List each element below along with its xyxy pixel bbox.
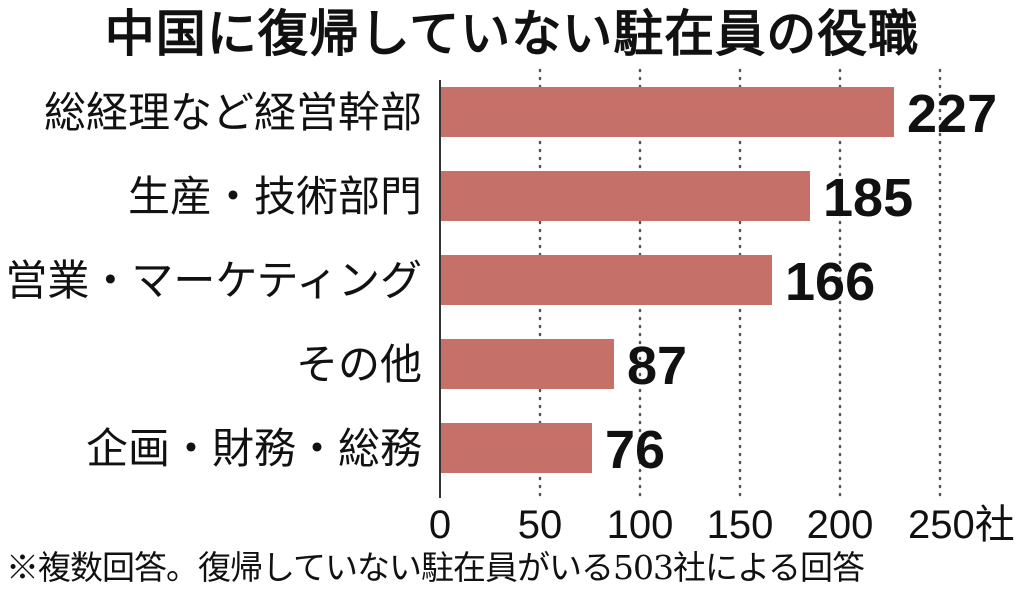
category-label-1: 生産・技術部門 — [128, 172, 422, 221]
category-label-3: その他 — [296, 340, 422, 389]
value-label-2: 166 — [785, 252, 875, 312]
bar-4 — [441, 423, 592, 473]
value-label-0: 227 — [907, 84, 997, 144]
value-label-4: 76 — [605, 420, 665, 480]
bar-1 — [441, 171, 810, 221]
x-tick-label-50: 50 — [518, 503, 563, 547]
footnote: ※複数回答。復帰していない駐在員がいる503社による回答 — [6, 548, 865, 587]
grid-lines — [439, 68, 942, 500]
bar-3 — [441, 339, 614, 389]
value-label-1: 185 — [823, 168, 913, 228]
bar-0 — [441, 87, 894, 137]
x-tick-label-150: 150 — [707, 503, 774, 547]
bars — [441, 87, 894, 473]
category-label-0: 総経理など経営幹部 — [44, 88, 422, 137]
value-labels: 227 185 166 87 76 — [605, 84, 997, 480]
x-tick-label-200: 200 — [807, 503, 874, 547]
x-axis-ticks: 0 50 100 150 200 250社 — [429, 503, 1015, 547]
category-label-2: 営業・マーケティング — [5, 256, 422, 305]
category-label-4: 企画・財務・総務 — [86, 424, 422, 473]
x-tick-label-0: 0 — [429, 503, 451, 547]
bar-2 — [441, 255, 772, 305]
chart-title: 中国に復帰していない駐在員の役職 — [104, 5, 920, 63]
x-tick-label-250: 250社 — [908, 503, 1015, 547]
x-tick-label-100: 100 — [607, 503, 674, 547]
value-label-3: 87 — [627, 336, 687, 396]
